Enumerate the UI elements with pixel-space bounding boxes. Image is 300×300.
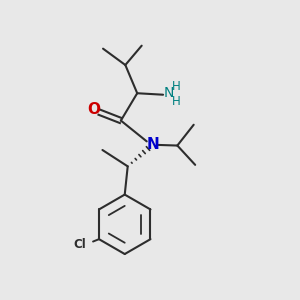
Text: O: O <box>88 102 100 117</box>
Text: H: H <box>172 80 180 93</box>
Text: H: H <box>172 95 180 108</box>
Text: N: N <box>147 136 159 152</box>
Text: Cl: Cl <box>74 238 86 251</box>
Text: N: N <box>163 86 174 100</box>
